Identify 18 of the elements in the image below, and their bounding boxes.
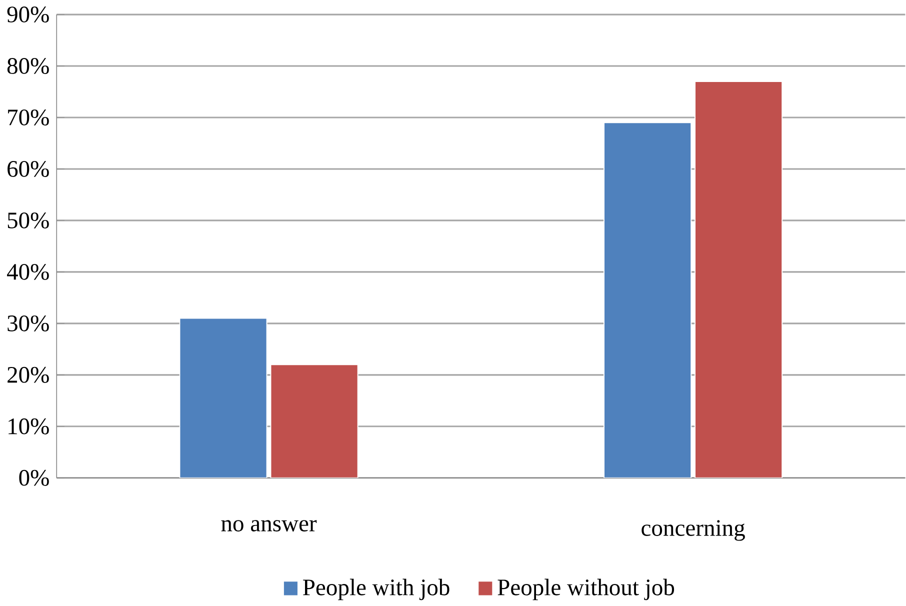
y-tick-label: 80%: [7, 58, 49, 74]
y-tick-label: 40%: [7, 264, 49, 280]
y-tick-label: 30%: [8, 315, 49, 332]
y-tick-label: 50%: [8, 212, 49, 228]
x-tick-label: no answer: [221, 520, 317, 532]
bar: [604, 122, 692, 478]
x-tick-label: concerning: [642, 520, 745, 541]
y-tick-label: 10%: [8, 418, 49, 434]
y-tick-label: 60%: [8, 161, 49, 177]
bar: [694, 81, 783, 478]
y-tick-label: 0%: [19, 470, 49, 486]
y-tick-label: 20%: [8, 366, 49, 383]
bar: [270, 364, 358, 478]
legend-label: People without job: [498, 578, 674, 600]
y-tick-label: 90%: [7, 6, 49, 23]
legend-label: People with job: [303, 578, 450, 600]
y-tick-label: 70%: [8, 110, 49, 126]
bar: [179, 318, 268, 478]
